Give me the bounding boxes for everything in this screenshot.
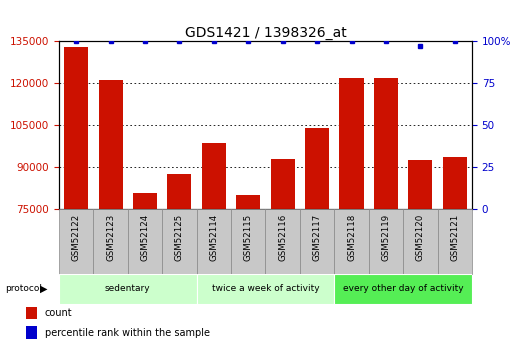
Text: sedentary: sedentary xyxy=(105,284,151,294)
Bar xyxy=(266,209,300,274)
Text: GSM52115: GSM52115 xyxy=(244,214,253,261)
Text: ▶: ▶ xyxy=(40,284,47,294)
Bar xyxy=(162,209,196,274)
Text: GSM52120: GSM52120 xyxy=(416,214,425,261)
Text: GSM52124: GSM52124 xyxy=(141,214,149,261)
Bar xyxy=(128,209,162,274)
Bar xyxy=(231,209,266,274)
Bar xyxy=(438,209,472,274)
Bar xyxy=(300,209,334,274)
Bar xyxy=(403,209,438,274)
Bar xyxy=(305,128,329,209)
Bar xyxy=(202,143,226,209)
Text: GSM52125: GSM52125 xyxy=(175,214,184,261)
Bar xyxy=(133,194,157,209)
Text: GSM52117: GSM52117 xyxy=(312,214,322,261)
Bar xyxy=(271,158,295,209)
Bar xyxy=(369,209,403,274)
Text: every other day of activity: every other day of activity xyxy=(343,284,463,294)
Text: GSM52122: GSM52122 xyxy=(72,214,81,261)
Text: protocol: protocol xyxy=(5,284,42,294)
Text: GSM52123: GSM52123 xyxy=(106,214,115,261)
Bar xyxy=(196,274,334,304)
Bar xyxy=(59,209,93,274)
Text: percentile rank within the sample: percentile rank within the sample xyxy=(45,328,210,337)
Bar xyxy=(167,174,191,209)
Bar xyxy=(443,157,467,209)
Bar xyxy=(26,326,37,339)
Text: count: count xyxy=(45,308,72,318)
Bar xyxy=(374,78,398,209)
Text: GSM52114: GSM52114 xyxy=(209,214,219,261)
Bar xyxy=(98,80,123,209)
Text: twice a week of activity: twice a week of activity xyxy=(212,284,319,294)
Text: GSM52121: GSM52121 xyxy=(450,214,459,261)
Bar xyxy=(236,195,260,209)
Bar xyxy=(196,209,231,274)
Text: GSM52119: GSM52119 xyxy=(382,214,390,261)
Bar xyxy=(64,47,88,209)
Bar xyxy=(59,274,196,304)
Text: GSM52118: GSM52118 xyxy=(347,214,356,261)
Bar xyxy=(408,160,432,209)
Title: GDS1421 / 1398326_at: GDS1421 / 1398326_at xyxy=(185,26,346,40)
Bar xyxy=(340,78,364,209)
Bar xyxy=(93,209,128,274)
Bar xyxy=(334,274,472,304)
Text: GSM52116: GSM52116 xyxy=(278,214,287,261)
Bar xyxy=(334,209,369,274)
Bar xyxy=(26,307,37,319)
